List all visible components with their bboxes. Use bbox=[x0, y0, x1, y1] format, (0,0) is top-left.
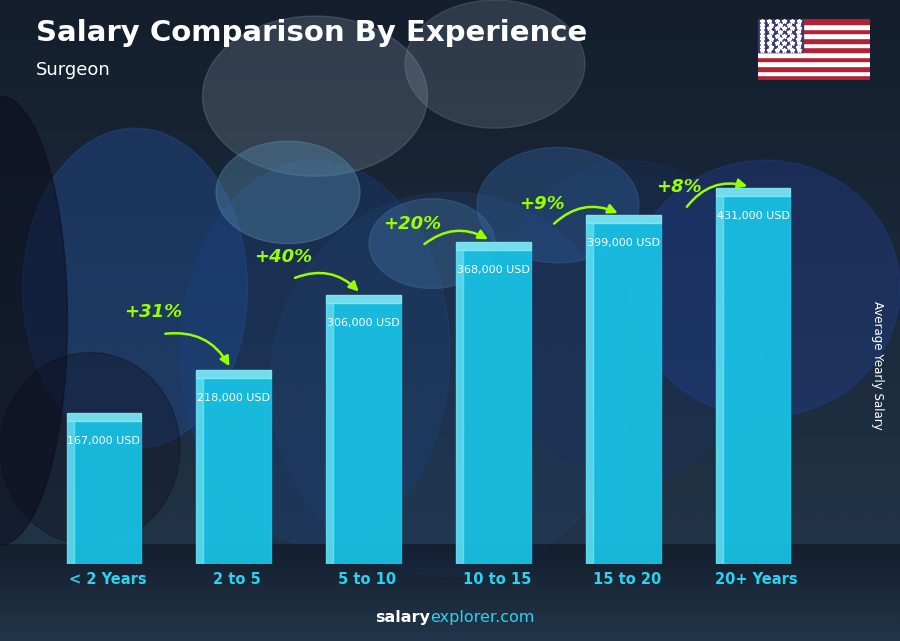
Ellipse shape bbox=[180, 160, 450, 545]
Ellipse shape bbox=[630, 160, 900, 417]
Bar bbox=[196, 378, 203, 564]
Ellipse shape bbox=[0, 353, 180, 545]
Text: 368,000 USD: 368,000 USD bbox=[457, 265, 530, 274]
Bar bbox=[67, 422, 74, 564]
Bar bbox=[456, 242, 531, 250]
Bar bbox=[326, 303, 333, 564]
Circle shape bbox=[477, 147, 639, 263]
Ellipse shape bbox=[22, 128, 248, 449]
Bar bbox=[723, 196, 790, 564]
Bar bbox=[758, 29, 870, 33]
Bar bbox=[758, 47, 870, 52]
Bar bbox=[758, 19, 870, 24]
Bar bbox=[586, 224, 593, 564]
Text: salary: salary bbox=[375, 610, 430, 625]
Bar bbox=[456, 250, 464, 564]
Bar bbox=[758, 43, 870, 47]
Bar bbox=[586, 215, 661, 224]
Circle shape bbox=[369, 199, 495, 288]
Text: Salary Comparison By Experience: Salary Comparison By Experience bbox=[36, 19, 587, 47]
Bar bbox=[758, 52, 870, 56]
Bar bbox=[74, 422, 141, 564]
Bar bbox=[758, 33, 870, 38]
Bar bbox=[758, 76, 870, 80]
Bar bbox=[333, 303, 400, 564]
Text: explorer.com: explorer.com bbox=[430, 610, 535, 625]
Bar bbox=[758, 62, 870, 66]
Bar bbox=[758, 56, 870, 62]
Ellipse shape bbox=[405, 0, 585, 128]
Bar bbox=[758, 71, 870, 76]
Ellipse shape bbox=[0, 96, 68, 545]
Bar bbox=[758, 38, 870, 43]
Bar bbox=[716, 188, 790, 196]
Text: Surgeon: Surgeon bbox=[36, 61, 111, 79]
Bar bbox=[203, 378, 271, 564]
Bar bbox=[758, 66, 870, 71]
Text: 306,000 USD: 306,000 USD bbox=[327, 317, 400, 328]
Text: +20%: +20% bbox=[383, 215, 442, 233]
Text: +9%: +9% bbox=[519, 195, 565, 213]
Text: +40%: +40% bbox=[254, 248, 311, 266]
Bar bbox=[326, 295, 400, 303]
Text: +31%: +31% bbox=[124, 303, 182, 321]
Text: 399,000 USD: 399,000 USD bbox=[587, 238, 660, 248]
Text: +8%: +8% bbox=[656, 178, 701, 196]
Bar bbox=[196, 370, 271, 378]
Ellipse shape bbox=[495, 160, 765, 481]
Ellipse shape bbox=[202, 16, 428, 176]
Bar bbox=[758, 24, 870, 29]
Bar bbox=[716, 196, 723, 564]
Bar bbox=[67, 413, 141, 422]
Bar bbox=[464, 250, 531, 564]
Bar bbox=[758, 19, 803, 52]
Text: 167,000 USD: 167,000 USD bbox=[68, 437, 140, 446]
Bar bbox=[593, 224, 661, 564]
Ellipse shape bbox=[270, 192, 630, 577]
Circle shape bbox=[216, 141, 360, 244]
Text: 218,000 USD: 218,000 USD bbox=[197, 393, 270, 403]
Text: Average Yearly Salary: Average Yearly Salary bbox=[871, 301, 884, 429]
Text: 431,000 USD: 431,000 USD bbox=[716, 211, 789, 221]
